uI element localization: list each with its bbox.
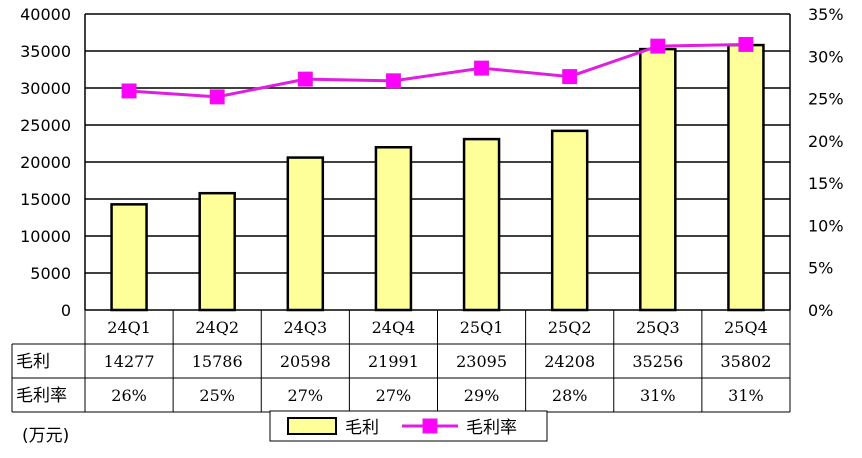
line-point [297,71,313,87]
bar [198,191,236,312]
bar [550,129,589,312]
data-label: 24208 [544,352,595,371]
legend-swatch-bar [287,417,337,435]
line-point [121,83,137,99]
data-label: 35256 [632,352,683,371]
legend-label: 毛利 [345,418,379,438]
axes: 0 5000 10000 15000 20000 25000 30000 35000 40000… [20,5,843,320]
data-label: 31% [728,386,764,405]
y-left-tick-label: 35000 [20,42,71,61]
x-tick-label: 25Q2 [548,318,592,337]
x-tick-label: 24Q4 [372,318,416,337]
table-row-label: 毛利 [16,352,50,372]
data-label: 21991 [368,352,419,371]
legend-label: 毛利率 [466,418,517,438]
x-tick-label: 24Q1 [107,318,151,337]
y-left-tick-label: 25000 [20,116,71,135]
x-tick-label: 25Q4 [724,318,768,337]
bars [110,43,765,312]
x-tick-label: 24Q3 [283,318,327,337]
data-label: 20598 [280,352,331,371]
y-left-tick-label: 15000 [20,190,71,209]
y-left-tick-label: 40000 [20,5,71,24]
table-row-label: 毛利率 [16,386,67,406]
bar [374,146,413,312]
line-point [209,89,225,105]
y-right-tick-label: 35% [808,5,844,24]
y-right-tick-label: 10% [808,216,844,235]
line-point [474,60,490,76]
y-left-tick-label: 5000 [30,264,71,283]
data-label: 35802 [720,352,771,371]
y-left-tick-label: 10000 [20,227,71,246]
data-label: 27% [288,386,324,405]
data-label: 23095 [456,352,507,371]
x-tick-label: 25Q3 [636,318,680,337]
y-right-tick-label: 25% [808,90,844,109]
y-left-tick-label: 30000 [20,79,71,98]
data-table: 24Q1 24Q2 24Q3 24Q4 25Q1 25Q2 25Q3 25Q4 毛利 14277 1… [11,310,791,413]
data-label: 28% [552,386,588,405]
bar [286,156,325,312]
legend-swatch-marker [422,418,438,434]
line-point [385,73,401,89]
y-right-tick-label: 30% [808,47,844,66]
line-path [128,42,746,99]
data-label: 26% [111,386,147,405]
data-label: 25% [199,386,235,405]
gridlines [85,13,790,274]
data-label: 14277 [104,352,155,371]
data-label: 31% [640,386,676,405]
y-right-tick-label: 15% [808,174,844,193]
y-left-tick-label: 0 [61,301,71,320]
x-tick-label: 25Q1 [460,318,504,337]
bar [727,43,765,312]
data-label: 15786 [192,352,243,371]
line-point [738,36,754,52]
line-point [650,38,666,54]
y-left-tick-label: 20000 [20,153,71,172]
unit-label: (万元) [22,426,69,446]
y-right-tick-label: 5% [808,259,833,278]
x-tick-label: 24Q2 [195,318,239,337]
legend: 毛利 毛利率 [269,410,548,442]
bar [462,137,501,312]
bar [110,203,148,312]
data-label: 29% [464,386,500,405]
line-point [562,69,578,85]
line-series [121,36,754,105]
y-right-tick-label: 20% [808,132,844,151]
bar [639,47,677,312]
y-right-tick-label: 0% [808,301,833,320]
data-label: 27% [376,386,412,405]
